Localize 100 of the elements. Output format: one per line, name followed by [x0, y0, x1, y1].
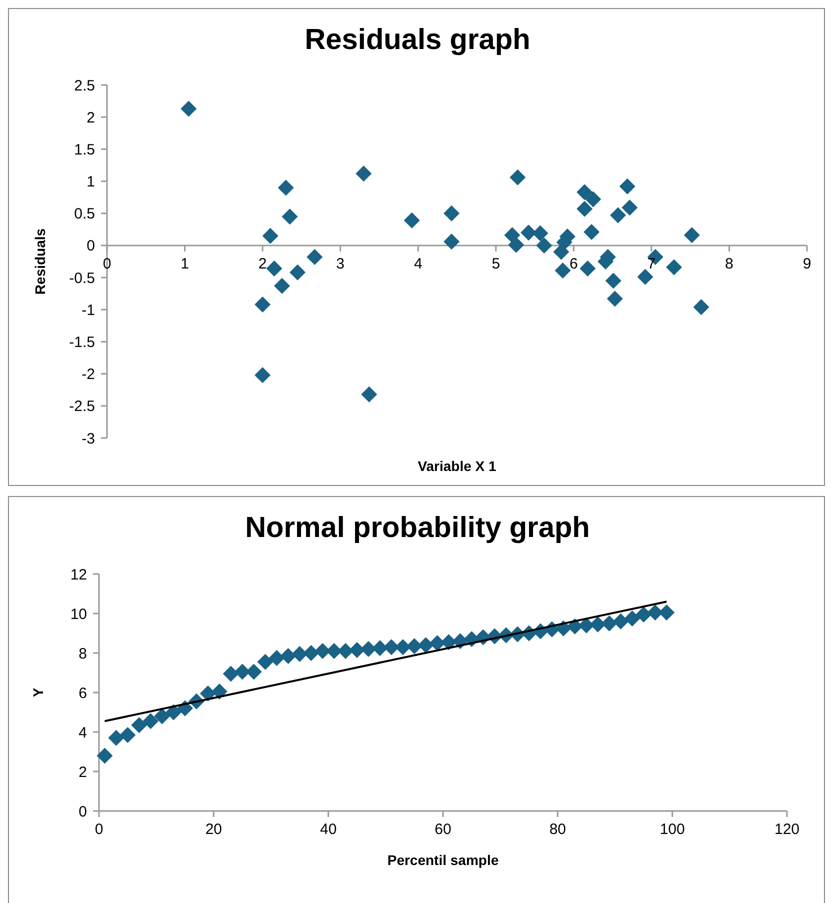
point [576, 200, 593, 217]
y-tick-label: 1 [86, 174, 95, 191]
point [278, 180, 294, 196]
y-axis-title: Y [30, 687, 46, 698]
point [605, 272, 622, 289]
chart-title: Residuals graph [304, 24, 530, 56]
point [292, 646, 308, 662]
point [444, 205, 460, 222]
point [166, 704, 182, 720]
point [444, 234, 460, 250]
y-tick-label: -1 [82, 302, 95, 319]
y-tick-label: -1.5 [69, 334, 95, 351]
x-axis-title: Variable X 1 [418, 458, 497, 474]
point [262, 228, 278, 244]
point [624, 610, 640, 626]
x-tick-label: 6 [569, 255, 578, 272]
y-axis-title: Residuals [32, 228, 48, 295]
point [606, 290, 623, 307]
point [211, 684, 228, 700]
point [282, 208, 298, 225]
y-tick-label: 12 [70, 566, 87, 584]
y-tick-label: 6 [78, 684, 87, 702]
point [520, 224, 537, 241]
point [131, 717, 148, 734]
point [406, 638, 422, 654]
point [666, 259, 682, 276]
point [684, 227, 700, 244]
point [610, 207, 626, 224]
x-tick-label: 60 [434, 821, 452, 838]
point [274, 278, 290, 294]
point [576, 184, 593, 200]
point [96, 748, 113, 764]
point [585, 191, 602, 208]
point [612, 613, 629, 630]
point [693, 299, 710, 316]
y-tick-label: 2 [86, 109, 95, 126]
point [658, 604, 675, 621]
point [222, 666, 239, 682]
point [637, 268, 654, 285]
point [257, 654, 274, 670]
point [254, 367, 271, 384]
point [290, 264, 306, 280]
x-tick-label: 7 [647, 255, 656, 272]
point [360, 641, 376, 658]
y-tick-label: 0.5 [74, 206, 95, 223]
x-tick-label: 20 [205, 821, 222, 838]
point [338, 643, 354, 660]
x-tick-label: 80 [549, 821, 566, 838]
point [372, 640, 388, 656]
x-tick-label: 8 [725, 255, 734, 272]
point [622, 200, 638, 216]
y-tick-label: 2 [78, 764, 87, 781]
y-tick-label: 1.5 [74, 141, 95, 158]
x-tick-label: 40 [320, 821, 337, 838]
x-axis-title: Percentil sample [387, 852, 499, 868]
point [619, 178, 636, 194]
point [349, 642, 365, 658]
x-tick-label: 5 [492, 255, 500, 272]
chart-title: Normal probability graph [245, 512, 590, 544]
point [554, 262, 571, 278]
point [383, 639, 400, 656]
y-tick-label: 2.5 [74, 77, 95, 94]
point [280, 648, 296, 664]
point [508, 236, 524, 253]
point [532, 225, 548, 242]
y-tick-label: 10 [70, 606, 87, 623]
point [254, 296, 271, 312]
x-tick-label: 120 [774, 821, 800, 838]
x-tick-label: 9 [802, 255, 812, 272]
point [361, 386, 378, 402]
point [306, 249, 323, 266]
y-tick-label: -2.5 [69, 398, 95, 416]
point [580, 260, 596, 277]
point [268, 650, 285, 666]
y-tick-label: -0.5 [69, 270, 95, 287]
y-tick-label: 8 [78, 645, 87, 662]
point [108, 730, 124, 746]
point [601, 615, 618, 632]
point [510, 169, 526, 186]
point [142, 713, 159, 730]
y-tick-label: 4 [78, 724, 87, 742]
point [120, 726, 136, 743]
x-tick-label: 2 [258, 255, 267, 272]
x-tick-label: 4 [414, 255, 422, 272]
point [266, 260, 282, 277]
x-tick-label: 100 [660, 821, 685, 838]
x-tick-label: 3 [336, 255, 345, 272]
point [584, 224, 600, 240]
point [636, 606, 652, 622]
point [590, 616, 606, 632]
point [303, 645, 320, 661]
point [429, 635, 446, 652]
y-tick-label: -3 [82, 430, 95, 448]
point [418, 637, 434, 654]
point [154, 708, 170, 724]
y-tick-label: 0 [86, 238, 95, 255]
point [536, 237, 552, 254]
point [504, 227, 520, 244]
point [180, 100, 197, 117]
y-tick-label: -2 [82, 366, 95, 384]
